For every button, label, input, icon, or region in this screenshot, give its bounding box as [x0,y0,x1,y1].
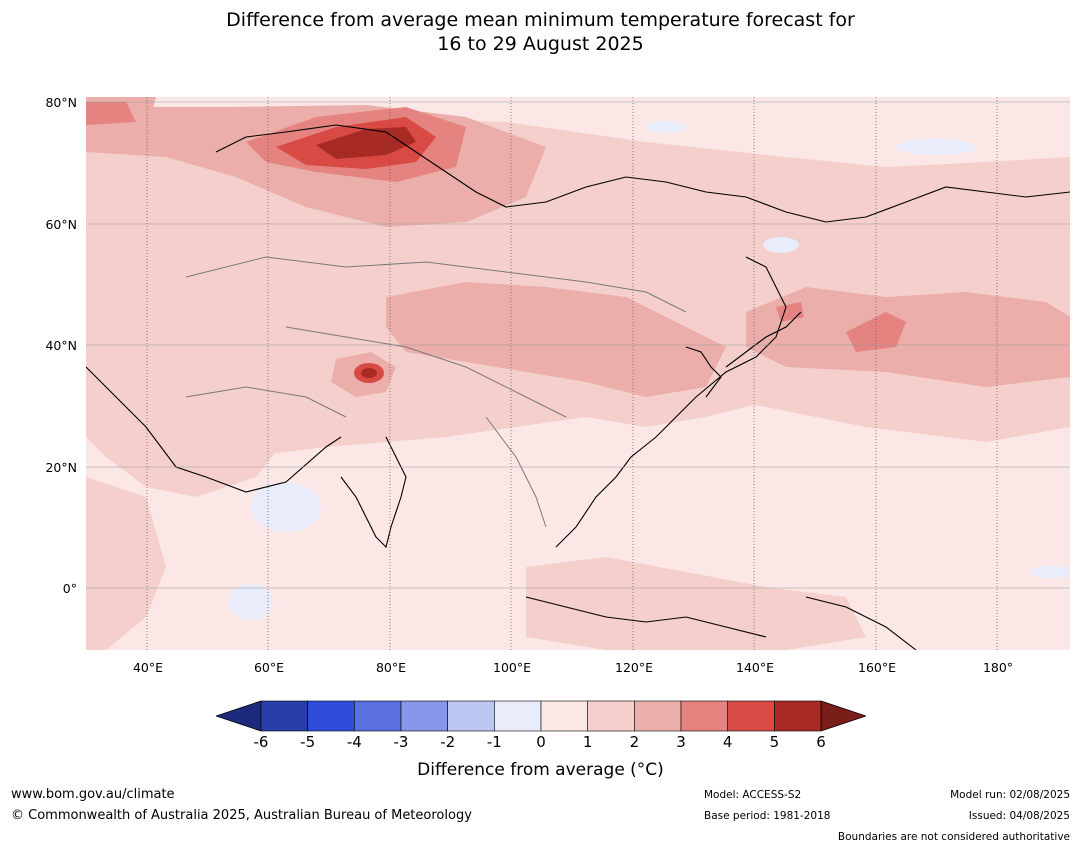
colorbar-tick-label: -1 [486,733,502,751]
issued-text: Issued: 04/08/2025 [968,810,1070,822]
colorbar-tick-label: 3 [676,733,686,751]
colorbar-svg [214,700,868,732]
colorbar-tick-label: 2 [629,733,640,751]
map-title: Difference from average mean minimum tem… [0,8,1081,56]
title-line-2: 16 to 29 August 2025 [437,33,644,55]
disclaimer-text: Boundaries are not considered authoritat… [837,831,1070,843]
cool-patch-tropical-pacific [1031,566,1070,578]
colorbar-cell [727,700,775,732]
lat-label-40n: 40°N [45,338,77,353]
colorbar-tick-label: 0 [536,733,546,751]
anomaly-1-2-arabia [86,337,296,497]
anomaly-2-3-china [386,282,726,397]
colorbar-tick-label: -5 [300,733,316,751]
cool-patch-east-siberia [896,139,976,155]
colorbar-extend-high [820,700,868,732]
lon-label-60e: 60°E [253,660,285,675]
colorbar-cell [447,700,495,732]
title-line-1: Difference from average mean minimum tem… [226,9,855,31]
lon-label-180: 180° [982,660,1014,675]
forecast-map [86,97,1070,650]
coastlines [86,124,1070,650]
colorbar-tick-label: -2 [440,733,456,751]
lon-label-100e: 100°E [492,660,532,675]
anomaly-1-2-indonesia [526,557,866,650]
colorbar-cell [494,700,542,732]
lat-label-80n: 80°N [45,95,77,110]
colorbar-cell [634,700,682,732]
base-period-text: Base period: 1981-2018 [704,810,831,822]
cool-patch-okhotsk [763,237,799,253]
anomaly-2-3-japan [746,287,1070,387]
lat-label-60n: 60°N [45,217,77,232]
colorbar-cells [214,700,868,732]
colorbar-tick-label: -6 [253,733,269,751]
colorbar-extend-low [214,700,262,732]
lon-label-80e: 80°E [375,660,407,675]
model-text: Model: ACCESS-S2 [704,789,802,801]
country-borders [185,256,687,528]
colorbar-tick-label: -3 [393,733,409,751]
colorbar-cell [540,700,588,732]
lon-label-160e: 160°E [857,660,897,675]
colorbar-tick-label: 1 [582,733,593,751]
cool-patch-indian-ocean [229,584,273,620]
colorbar [214,700,868,736]
cool-patch-arabian-sea [251,482,321,532]
model-run-text: Model run: 02/08/2025 [950,789,1070,801]
colorbar-cell [260,700,308,732]
anomaly-hotspot-core [361,368,377,378]
colorbar-cell [307,700,355,732]
colorbar-tick-label: 6 [816,733,826,751]
website-text: www.bom.gov.au/climate [11,787,175,802]
colorbar-cell [774,700,822,732]
copyright-text: © Commonwealth of Australia 2025, Austra… [11,808,472,823]
lon-label-120e: 120°E [614,660,654,675]
lat-label-20n: 20°N [45,460,77,475]
lon-label-40e: 40°E [132,660,164,675]
colorbar-tick-label: 5 [769,733,780,751]
colorbar-tick-label: 4 [722,733,733,751]
cool-patch-arctic [646,121,686,133]
colorbar-cell [400,700,448,732]
colorbar-cell [680,700,728,732]
colorbar-cell [587,700,635,732]
colorbar-label: Difference from average (°C) [417,760,664,780]
map-svg [86,97,1070,650]
anomaly-1-2-africa [86,477,166,650]
anomaly-3-4-west [86,102,136,125]
graticule [146,97,998,650]
colorbar-tick-label: -4 [346,733,362,751]
colorbar-cell [354,700,402,732]
lon-label-140e: 140°E [735,660,775,675]
lat-label-0: 0° [62,581,77,596]
latitude-lines [86,101,1070,589]
